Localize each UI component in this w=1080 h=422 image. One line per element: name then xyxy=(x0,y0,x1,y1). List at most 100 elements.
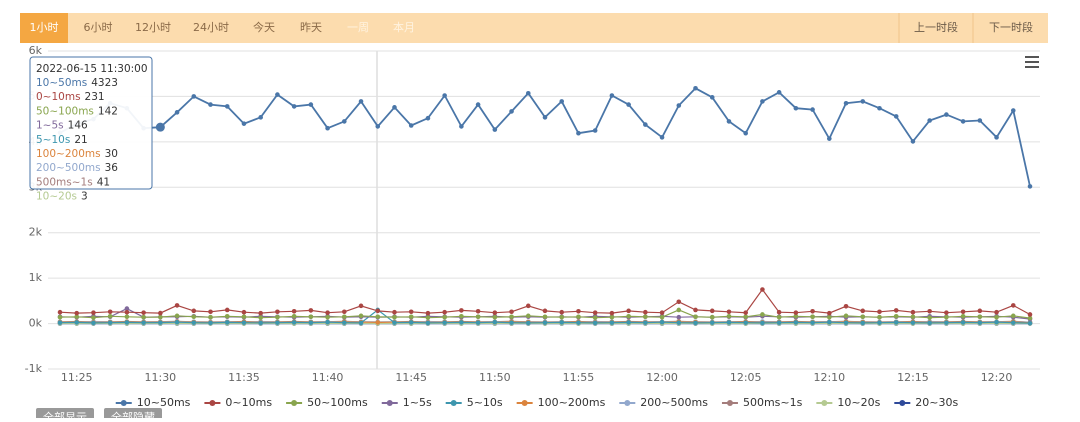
button-label[interactable]: 全部隐藏 xyxy=(111,410,155,418)
point xyxy=(777,310,782,315)
x-tick-label: 11:30 xyxy=(144,371,176,384)
point xyxy=(626,320,631,325)
button-label[interactable]: 全部显示 xyxy=(43,410,87,418)
point xyxy=(292,314,297,319)
point xyxy=(877,106,882,111)
point xyxy=(676,308,681,313)
y-tick-label: 6k xyxy=(29,44,43,57)
point xyxy=(309,102,314,107)
point xyxy=(593,315,598,320)
point xyxy=(459,320,464,325)
point xyxy=(208,321,213,326)
point xyxy=(359,304,364,309)
tooltip-series: 200~500ms xyxy=(36,162,101,174)
tab[interactable]: 本月 xyxy=(393,20,415,34)
legend-item[interactable]: 50~100ms xyxy=(286,396,368,409)
point xyxy=(743,310,748,315)
tab[interactable]: 昨天 xyxy=(300,21,322,34)
tooltip-series: 0~10ms xyxy=(36,91,81,103)
tab[interactable]: 6小时 xyxy=(84,21,113,34)
legend-item[interactable]: 500ms~1s xyxy=(722,396,803,409)
legend-item[interactable]: 100~200ms xyxy=(517,396,606,409)
x-tick-label: 11:35 xyxy=(228,371,260,384)
tab[interactable]: 一周 xyxy=(347,21,369,34)
tab[interactable]: 1小时 xyxy=(30,21,59,34)
point xyxy=(158,320,163,325)
point xyxy=(844,304,849,309)
point xyxy=(208,315,213,320)
legend-label: 500ms~1s xyxy=(743,396,803,409)
point xyxy=(442,310,447,315)
point xyxy=(1028,312,1033,317)
point xyxy=(643,314,648,319)
point xyxy=(559,99,564,104)
point xyxy=(743,320,748,325)
point xyxy=(1028,321,1033,326)
point xyxy=(58,315,63,320)
menu-icon[interactable] xyxy=(1025,57,1039,67)
point xyxy=(727,314,732,319)
point xyxy=(175,320,180,325)
legend-item[interactable]: 20~30s xyxy=(894,396,958,409)
x-tick-label: 12:20 xyxy=(981,371,1013,384)
point xyxy=(760,99,765,104)
point xyxy=(476,102,481,107)
tooltip-series: 100~200ms xyxy=(36,148,101,160)
point xyxy=(375,309,380,314)
point xyxy=(660,320,665,325)
point xyxy=(911,310,916,315)
point xyxy=(693,314,698,319)
nav-button[interactable]: 上一时段 xyxy=(914,20,958,34)
tooltip-value: 146 xyxy=(68,120,88,132)
point xyxy=(426,321,431,326)
point xyxy=(626,309,631,314)
point xyxy=(225,308,230,313)
point xyxy=(978,320,983,325)
point xyxy=(493,320,498,325)
point xyxy=(91,310,96,315)
point xyxy=(325,126,330,131)
point xyxy=(258,315,263,320)
point xyxy=(743,131,748,136)
point xyxy=(994,315,999,320)
legend-item[interactable]: 5~10s xyxy=(446,396,503,409)
point xyxy=(476,320,481,325)
point xyxy=(576,309,581,314)
legend-item[interactable]: 10~50ms xyxy=(116,396,191,409)
point xyxy=(342,314,347,319)
point xyxy=(158,315,163,320)
point xyxy=(961,119,966,124)
point xyxy=(860,314,865,319)
tab[interactable]: 12小时 xyxy=(135,21,171,34)
tab[interactable]: 24小时 xyxy=(193,21,229,34)
point xyxy=(125,314,130,319)
point xyxy=(927,315,932,320)
legend-marker xyxy=(899,400,905,406)
point xyxy=(727,320,732,325)
point xyxy=(526,91,531,96)
point xyxy=(426,311,431,316)
tooltip-value: 231 xyxy=(85,91,105,103)
legend-item[interactable]: 1~5s xyxy=(382,396,432,409)
point xyxy=(944,320,949,325)
tooltip-value: 4323 xyxy=(91,77,118,89)
point xyxy=(844,314,849,319)
point xyxy=(156,123,165,132)
point xyxy=(827,320,832,325)
point xyxy=(409,309,414,314)
legend-item[interactable]: 10~20s xyxy=(816,396,880,409)
point xyxy=(526,304,531,309)
point xyxy=(509,109,514,114)
point xyxy=(175,314,180,319)
point xyxy=(325,320,330,325)
point xyxy=(860,309,865,314)
tooltip-value: 36 xyxy=(105,162,119,174)
point xyxy=(961,309,966,314)
tooltip-value: 21 xyxy=(74,134,87,146)
legend-item[interactable]: 200~500ms xyxy=(619,396,708,409)
point xyxy=(543,320,548,325)
point xyxy=(1011,303,1016,308)
legend-item[interactable]: 0~10ms xyxy=(204,396,272,409)
tab[interactable]: 今天 xyxy=(253,20,275,34)
nav-button[interactable]: 下一时段 xyxy=(989,20,1033,34)
